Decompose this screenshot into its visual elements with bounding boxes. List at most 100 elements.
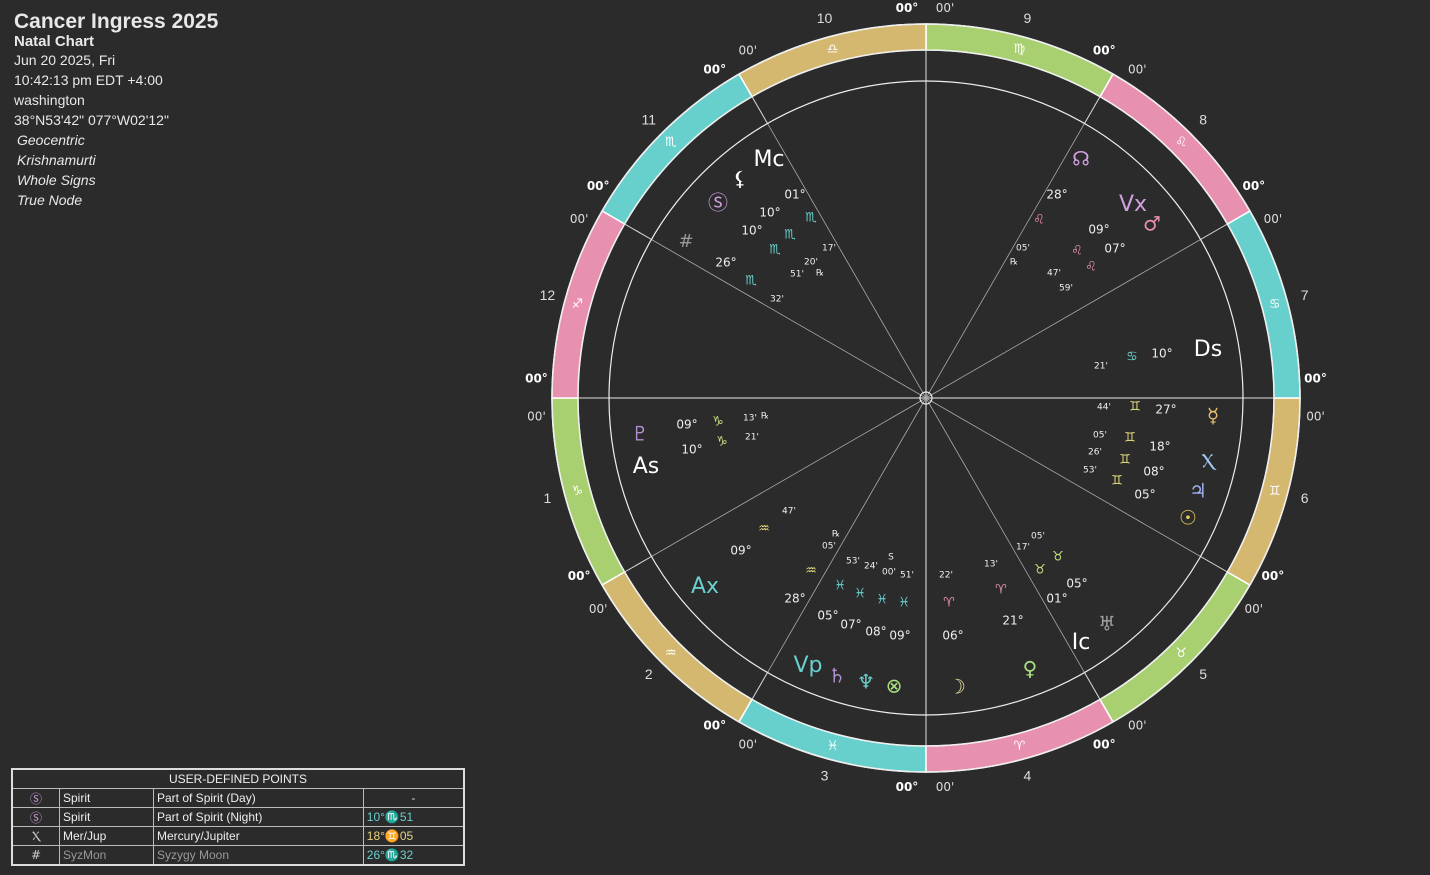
cusp-minute: 00' [936, 780, 955, 794]
point-degree: 21° [1002, 614, 1023, 628]
sign-glyph: ♉ [1175, 646, 1187, 661]
point-minute: 53' [846, 557, 860, 567]
point-degree: 05° [1134, 488, 1155, 502]
point-glyph: Ax [691, 574, 719, 599]
house-number: 6 [1301, 490, 1309, 506]
cusp-minute: 00' [738, 44, 757, 58]
point-degree: 05° [1066, 577, 1087, 591]
point-degree: 28° [1046, 188, 1067, 202]
house-cusp-line [925, 397, 1201, 557]
ring-divider [1200, 556, 1228, 573]
row-description: Part of Spirit (Day) [153, 788, 364, 808]
cusp-degree: 00° [525, 371, 548, 385]
sign-segment [1226, 397, 1301, 587]
row-icon: # [11, 845, 60, 866]
chart-header: Cancer Ingress 2025 Natal Chart Jun 20 2… [14, 10, 218, 210]
wheel-circle [919, 391, 933, 405]
cusp-minute: 00' [1245, 602, 1264, 616]
sign-segment [925, 698, 1115, 773]
house-number: 9 [1024, 10, 1032, 26]
point-glyph: ⚸ [733, 167, 748, 191]
house-cusp-line [925, 397, 1085, 673]
point-glyph: ♆ [857, 670, 875, 694]
cusp-minute: 00' [527, 410, 546, 424]
point-glyph: ♂ [1143, 212, 1161, 236]
house-cusp-line [651, 397, 927, 557]
point-glyph: # [678, 231, 693, 252]
point-degree: 07° [840, 618, 861, 632]
point-sign: ♉ [1034, 563, 1046, 578]
sign-glyph: ♎ [827, 42, 839, 57]
point-minute: 24' [864, 562, 878, 572]
sign-glyph: ♓ [827, 739, 839, 754]
table-row: Ⓢ Spirit Part of Spirit (Night) 10°♏51 [11, 807, 465, 827]
info-line: washington [14, 92, 85, 108]
setting-line: True Node [17, 192, 83, 208]
ring-divider [751, 672, 768, 700]
point-sign: ♏ [745, 274, 757, 289]
house-number: 2 [645, 666, 653, 682]
cusp-minute: 00' [936, 1, 955, 15]
house-number: 7 [1301, 287, 1309, 303]
cusp-minute: 00' [738, 737, 757, 751]
point-sign: ♋ [1126, 350, 1138, 365]
point-minute: 59' [1059, 284, 1073, 294]
point-flag: ℞ [816, 269, 824, 279]
point-sign: ♓ [834, 579, 846, 594]
chart-title: Cancer Ingress 2025 [14, 10, 219, 33]
point-sign: ♏ [769, 243, 781, 258]
point-degree: 10° [1151, 347, 1172, 361]
sign-glyph: ♒ [665, 646, 677, 661]
sign-glyph: ♍ [1014, 42, 1026, 57]
point-sign: ♈ [995, 583, 1007, 598]
point-degree: 09° [889, 629, 910, 643]
sign-segment [737, 698, 927, 773]
point-minute: 05' [1016, 244, 1030, 254]
info-line: 10:42:13 pm EDT +4:00 [14, 72, 163, 88]
row-name: Mer/Jup [59, 826, 154, 846]
point-glyph: Ⓢ [708, 191, 728, 215]
point-degree: 06° [942, 629, 963, 643]
house-number: 12 [540, 287, 556, 303]
sign-segment [737, 23, 927, 98]
sign-glyph: ♋ [1269, 297, 1281, 312]
ring-divider [751, 96, 768, 124]
point-degree: 09° [1088, 223, 1109, 237]
row-name: Spirit [59, 788, 154, 808]
cusp-degree: 00° [1242, 179, 1265, 193]
point-glyph: ♃ [1189, 479, 1207, 503]
point-sign: ♌ [1033, 213, 1045, 228]
point-sign: ♊ [1111, 474, 1123, 489]
sign-segment [1226, 209, 1301, 399]
cusp-degree: 00° [703, 63, 726, 77]
point-glyph: Mc [753, 147, 784, 172]
point-flag: ℞ [832, 530, 840, 540]
cusp-minute: 00' [570, 212, 589, 226]
sign-glyph: ♏ [665, 135, 677, 150]
house-cusp-line [767, 397, 927, 673]
row-value: 26°♏32 [362, 845, 465, 866]
point-degree: 09° [676, 418, 697, 432]
house-cusp-line [651, 239, 927, 399]
house-number: 3 [821, 767, 829, 783]
point-minute: 51' [900, 571, 914, 581]
point-minute: 00' [882, 568, 896, 578]
chart-subtitle: Natal Chart [14, 33, 95, 50]
point-degree: 10° [759, 206, 780, 220]
setting-line: Krishnamurti [17, 152, 96, 168]
ring-divider [624, 556, 652, 573]
point-degree: 09° [730, 544, 751, 558]
point-degree: 05° [817, 609, 838, 623]
ring-divider [1084, 96, 1101, 124]
point-degree: 28° [784, 592, 805, 606]
point-glyph: ♄ [828, 664, 846, 688]
point-minute: 47' [1047, 269, 1061, 279]
point-degree: 26° [715, 256, 736, 270]
row-description: Syzygy Moon [153, 845, 364, 866]
row-value: 18°♊05 [362, 826, 465, 846]
point-sign: ♑ [712, 415, 724, 430]
point-degree: 18° [1149, 440, 1170, 454]
cusp-degree: 00° [1093, 44, 1116, 58]
point-degree: 10° [681, 443, 702, 457]
point-minute: 32' [770, 295, 784, 305]
